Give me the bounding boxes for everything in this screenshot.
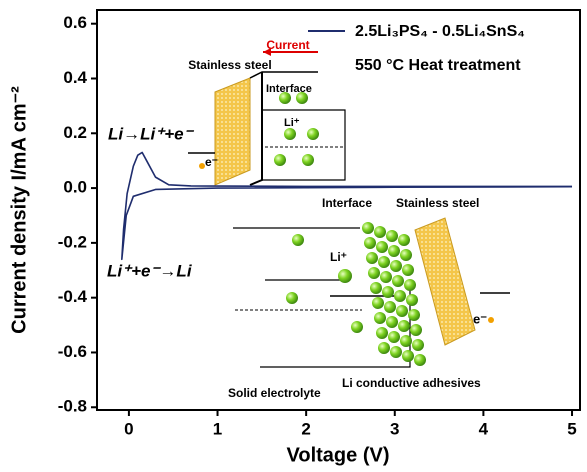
- annotation: e⁻: [205, 155, 218, 169]
- arrow-head: [263, 48, 271, 56]
- inset-bottom: [233, 217, 510, 368]
- x-tick-label: 1: [213, 419, 222, 438]
- annotation: e⁻: [473, 311, 487, 326]
- y-tick-label: -0.2: [58, 232, 87, 251]
- x-axis-label: Voltage (V): [287, 444, 390, 466]
- x-tick-label: 4: [479, 419, 489, 438]
- y-tick-label: 0.4: [63, 68, 87, 87]
- y-axis-label: Current density I/mA cm⁻²: [8, 86, 30, 334]
- y-tick-label: -0.4: [58, 287, 88, 306]
- y-tick-label: -0.8: [58, 397, 87, 416]
- annotation: Li→Li⁺+e⁻: [108, 124, 195, 143]
- electron: [488, 317, 494, 323]
- adhesive-lattice: [362, 222, 426, 366]
- annotation: Interface: [266, 83, 312, 95]
- ions: [286, 234, 363, 333]
- x-tick-label: 5: [567, 419, 576, 438]
- frame: [249, 71, 318, 79]
- annotation: Solid electrolyte: [228, 386, 321, 400]
- x-tick-label: 3: [390, 419, 399, 438]
- annotation: Li⁺: [284, 117, 300, 129]
- inset-top: [188, 48, 346, 186]
- data-line: [121, 151, 573, 261]
- x-tick-label: 2: [301, 419, 310, 438]
- plot: 0.6 0.4 0.2 0.0 -0.2 -0.4 -0.6 -0.8 0 1 2 3 4 5: [58, 13, 577, 438]
- legend-label: 2.5Li₃PS₄ - 0.5Li₄SnS₄: [355, 23, 525, 40]
- steel-plate: [414, 217, 476, 346]
- y-tick-label: 0.0: [63, 178, 87, 197]
- x-tick-label: 0: [124, 419, 133, 438]
- steel-plate: [214, 77, 251, 186]
- annotation: Li conductive adhesives: [342, 376, 481, 390]
- annotation: Li⁺: [330, 250, 347, 264]
- annotation: Interface: [322, 196, 372, 210]
- annotation: Current: [266, 38, 309, 52]
- annotation: Stainless steel: [396, 196, 479, 210]
- y-tick-label: 0.6: [63, 13, 87, 32]
- frame: [262, 109, 346, 181]
- y-tick-label: 0.2: [63, 123, 87, 142]
- plot-frame: [96, 9, 581, 411]
- annotation: Stainless steel: [188, 58, 271, 72]
- electron: [199, 163, 205, 169]
- interface-line: [249, 72, 263, 186]
- annotation: 550 °C Heat treatment: [355, 57, 521, 74]
- y-tick-label: -0.6: [58, 342, 87, 361]
- ions: [274, 92, 319, 166]
- annotation: Li⁺+e⁻→Li: [107, 261, 193, 280]
